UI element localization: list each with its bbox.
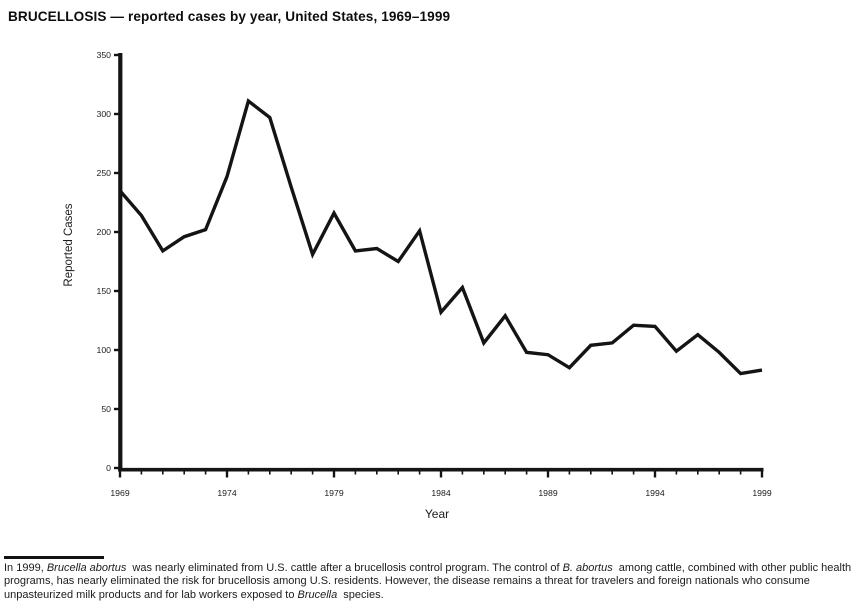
- data-series: [118, 98, 763, 376]
- x-tick-label: 1974: [217, 488, 236, 498]
- x-tick-label: 1994: [645, 488, 664, 498]
- footnote-run: was nearly eliminated from U.S. cattle a…: [129, 562, 563, 574]
- y-tick-label: 150: [97, 286, 112, 296]
- y-tick-label: 300: [97, 109, 112, 119]
- y-tick-label: 250: [97, 168, 112, 178]
- line-chart: 0 50 100 150 200 250 300 350 1969 1974 1979 1984 198…: [63, 50, 772, 521]
- y-tick-label: 50: [101, 404, 111, 414]
- footnote-run-italic: Brucella: [297, 588, 338, 601]
- footnote-run-italic: B. abortus: [562, 562, 613, 574]
- y-tick-label: 200: [97, 227, 112, 237]
- footnote-run: species.: [340, 588, 384, 601]
- y-tick-label: 100: [97, 345, 112, 355]
- x-tick-label: 1979: [324, 488, 343, 498]
- x-axis-title: Year: [425, 507, 449, 521]
- x-tick-label: 1984: [431, 488, 450, 498]
- y-tick-label: 0: [106, 463, 111, 473]
- footnote-text: In 1999, Brucella abortus was nearly eli…: [4, 562, 861, 602]
- footnote-run-italic: Brucella abortus: [46, 562, 127, 574]
- y-axis-title: Reported Cases: [63, 203, 75, 286]
- chart-title: BRUCELLOSIS — reported cases by year, Un…: [8, 9, 451, 24]
- x-tick-label: 1989: [538, 488, 557, 498]
- footnote: In 1999, Brucella abortus was nearly eli…: [4, 556, 861, 602]
- y-tick-label: 350: [97, 50, 112, 60]
- x-tick-label: 1999: [752, 488, 771, 498]
- footnote-run: among cattle, combined with other public…: [4, 562, 852, 601]
- x-tick-label: 1969: [110, 488, 129, 498]
- axis-ticks: 0 50 100 150 200 250 300 350 1969 1974 1979 1984 198…: [97, 50, 772, 498]
- data-line: [118, 98, 763, 376]
- footnote-run: In 1999,: [4, 562, 47, 574]
- footnote-rule: [4, 556, 104, 559]
